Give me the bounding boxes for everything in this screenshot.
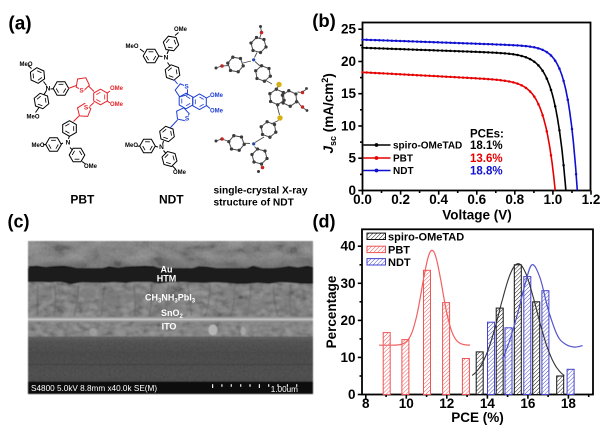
svg-text:S: S: [184, 84, 189, 91]
svg-text:N: N: [164, 55, 169, 62]
svg-text:S4800 5.0kV 8.8mm x40.0k SE(M): S4800 5.0kV 8.8mm x40.0k SE(M): [31, 384, 157, 393]
svg-text:S: S: [84, 105, 89, 112]
svg-text:OMe: OMe: [173, 170, 187, 176]
svg-text:OMe: OMe: [174, 27, 188, 33]
svg-text:0.4: 0.4: [429, 192, 448, 207]
svg-text:spiro-OMeTAD: spiro-OMeTAD: [393, 141, 462, 152]
svg-text:20: 20: [340, 313, 355, 328]
svg-text:13.6%: 13.6%: [470, 153, 503, 165]
svg-text:N: N: [66, 140, 71, 147]
svg-text:0: 0: [348, 183, 356, 198]
svg-text:10: 10: [340, 350, 355, 365]
svg-text:0.8: 0.8: [505, 192, 524, 207]
svg-text:Au: Au: [161, 265, 173, 275]
svg-text:OMe: OMe: [110, 86, 124, 92]
svg-text:18: 18: [561, 396, 577, 411]
svg-text:18.8%: 18.8%: [470, 166, 503, 178]
svg-text:PBT: PBT: [70, 192, 95, 206]
svg-text:MeO: MeO: [26, 115, 39, 121]
svg-text:S: S: [185, 116, 190, 123]
svg-text:ITO: ITO: [162, 322, 177, 332]
svg-text:40: 40: [340, 239, 355, 254]
svg-text:OMe: OMe: [110, 102, 124, 108]
svg-text:OMe: OMe: [210, 109, 224, 115]
svg-text:(d): (d): [313, 212, 336, 232]
svg-text:NDT: NDT: [393, 166, 414, 177]
svg-text:PBT: PBT: [388, 244, 410, 256]
svg-text:1.2: 1.2: [582, 192, 601, 207]
svg-text:structure of NDT: structure of NDT: [214, 198, 295, 209]
svg-text:20: 20: [341, 54, 356, 69]
svg-text:1.00um: 1.00um: [271, 385, 298, 394]
svg-text:(c): (c): [8, 212, 30, 232]
svg-text:16: 16: [520, 396, 536, 411]
svg-text:0.2: 0.2: [391, 192, 410, 207]
svg-text:15: 15: [341, 86, 357, 101]
svg-text:single-crystal X-ray: single-crystal X-ray: [214, 186, 308, 197]
svg-text:8: 8: [362, 396, 370, 411]
svg-text:10: 10: [399, 396, 414, 411]
svg-text:MeO: MeO: [125, 143, 138, 149]
svg-text:Percentage: Percentage: [324, 275, 339, 348]
svg-text:PCE (%): PCE (%): [451, 410, 504, 425]
svg-text:NDT: NDT: [159, 192, 184, 206]
svg-text:N: N: [46, 86, 51, 93]
svg-text:OMe: OMe: [210, 93, 224, 99]
svg-text:5: 5: [348, 151, 356, 166]
svg-text:(b): (b): [312, 10, 336, 31]
svg-text:0.0: 0.0: [353, 192, 372, 207]
svg-text:25: 25: [341, 22, 357, 37]
svg-text:0.6: 0.6: [467, 192, 486, 207]
svg-text:12: 12: [439, 396, 454, 411]
svg-text:30: 30: [340, 276, 355, 291]
svg-text:MeO: MeO: [31, 143, 44, 149]
svg-text:18.1%: 18.1%: [470, 140, 503, 152]
svg-text:14: 14: [480, 396, 496, 411]
svg-text:PCEs:: PCEs:: [470, 129, 504, 141]
svg-text:spiro-OMeTAD: spiro-OMeTAD: [388, 231, 464, 243]
svg-text:PBT: PBT: [393, 154, 413, 165]
svg-text:SnO2: SnO2: [161, 308, 184, 320]
svg-text:0: 0: [348, 387, 356, 402]
svg-text:Voltage (V): Voltage (V): [442, 208, 512, 223]
svg-text:MeO: MeO: [125, 44, 138, 50]
svg-text:NDT: NDT: [388, 257, 411, 269]
svg-text:(a): (a): [8, 14, 31, 35]
svg-text:Jsc (mA/cm2): Jsc (mA/cm2): [320, 73, 338, 153]
svg-text:CH3NH3PbI3: CH3NH3PbI3: [145, 293, 196, 305]
svg-text:HTM: HTM: [157, 274, 177, 284]
svg-text:MeO: MeO: [19, 62, 32, 68]
svg-text:S: S: [79, 88, 84, 95]
svg-text:N: N: [159, 144, 164, 151]
svg-text:10: 10: [341, 119, 356, 134]
svg-text:1.0: 1.0: [544, 192, 563, 207]
svg-text:OMe: OMe: [84, 164, 98, 170]
